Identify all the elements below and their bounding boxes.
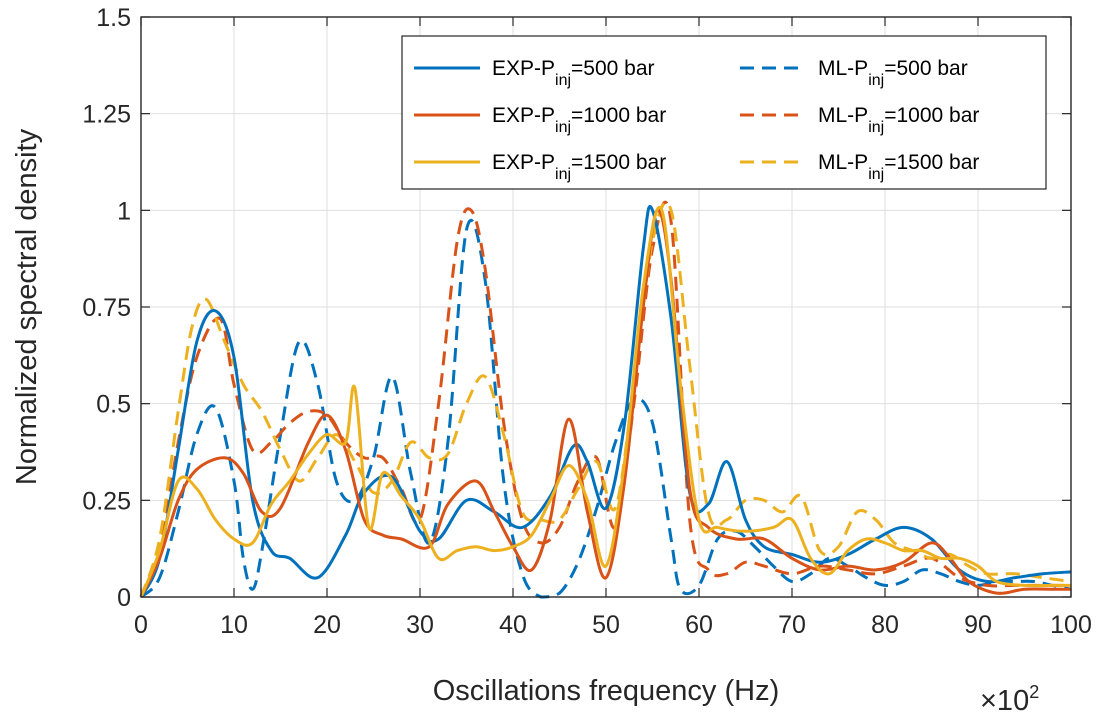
x-axis-exponent: ×102 xyxy=(980,682,1039,717)
x-exponent-base: ×10 xyxy=(980,685,1029,717)
legend-label-suffix: =1500 bar xyxy=(884,151,979,174)
x-axis-label: Oscillations frequency (Hz) xyxy=(433,675,780,707)
x-tick-label: 60 xyxy=(685,611,713,639)
y-tick-label: 1.5 xyxy=(96,4,131,32)
x-tick-label: 100 xyxy=(1050,611,1092,639)
legend-label-main: ML-P xyxy=(818,151,868,174)
x-tick-label: 90 xyxy=(964,611,992,639)
legend: EXP-Pinj=500 bar ML-Pinj=500 barEXP-Pinj=… xyxy=(401,35,1047,190)
axis-ticks xyxy=(140,16,1072,598)
legend-label-main: EXP-P xyxy=(492,57,555,80)
legend-label-main: EXP-P xyxy=(492,104,555,127)
legend-entry-label: ML-Pinj=500 bar xyxy=(818,57,968,89)
series-layer xyxy=(139,200,1072,599)
legend-label-subscript: inj xyxy=(555,72,571,89)
legend-label-main: EXP-P xyxy=(492,151,555,174)
legend-box xyxy=(401,35,1047,190)
x-tick-label: 40 xyxy=(499,611,527,639)
series-line-exp-pinj-1500-bar xyxy=(139,206,1071,598)
x-tick-label: 50 xyxy=(592,611,620,639)
x-tick-label: 70 xyxy=(778,611,806,639)
y-tick-label: 1.25 xyxy=(82,101,131,129)
legend-entry-label: ML-Pinj=1500 bar xyxy=(818,151,979,183)
legend-entry-label: EXP-Pinj=1500 bar xyxy=(492,151,666,183)
x-tick-label: 10 xyxy=(220,611,248,639)
x-exponent-power: 2 xyxy=(1029,682,1039,702)
legend-label-subscript: inj xyxy=(555,119,571,136)
legend-label-suffix: =500 bar xyxy=(884,57,968,80)
y-tick-label: 0 xyxy=(117,584,131,612)
legend-label-suffix: =500 bar xyxy=(571,57,655,80)
legend-label-main: ML-P xyxy=(818,57,868,80)
y-tick-label: 0.25 xyxy=(82,487,131,515)
legend-label-suffix: =1000 bar xyxy=(884,104,979,127)
y-axis-label: Normalized spectral density xyxy=(11,128,43,485)
legend-entry-label: ML-Pinj=1000 bar xyxy=(818,104,979,136)
legend-label-subscript: inj xyxy=(555,166,571,183)
y-tick-label: 1 xyxy=(117,197,131,225)
x-tick-label: 20 xyxy=(313,611,341,639)
y-tick-label: 0.75 xyxy=(82,294,131,322)
legend-label-suffix: =1500 bar xyxy=(571,151,666,174)
legend-label-main: ML-P xyxy=(818,104,868,127)
legend-label-subscript: inj xyxy=(868,72,884,89)
tick-labels: 0 10 20 30 40 50 60 70 80 90 100 0 0.25 0.5 0.75 1 1.25 1… xyxy=(82,4,1092,639)
legend-label-subscript: inj xyxy=(868,166,884,183)
series-line-ml-pinj-500-bar xyxy=(139,218,1072,599)
x-tick-label: 80 xyxy=(871,611,899,639)
series-line-exp-pinj-500-bar xyxy=(139,204,1072,598)
x-tick-label: 0 xyxy=(134,611,148,639)
legend-entry-label: EXP-Pinj=500 bar xyxy=(492,57,655,89)
y-tick-label: 0.5 xyxy=(96,391,131,419)
legend-label-subscript: inj xyxy=(868,119,884,136)
series-line-ml-pinj-1500-bar xyxy=(139,201,1072,598)
legend-label-suffix: =1000 bar xyxy=(571,104,666,127)
legend-entry-label: EXP-Pinj=1000 bar xyxy=(492,104,666,136)
x-tick-label: 30 xyxy=(406,611,434,639)
series-line-ml-pinj-1000-bar xyxy=(139,200,1071,598)
